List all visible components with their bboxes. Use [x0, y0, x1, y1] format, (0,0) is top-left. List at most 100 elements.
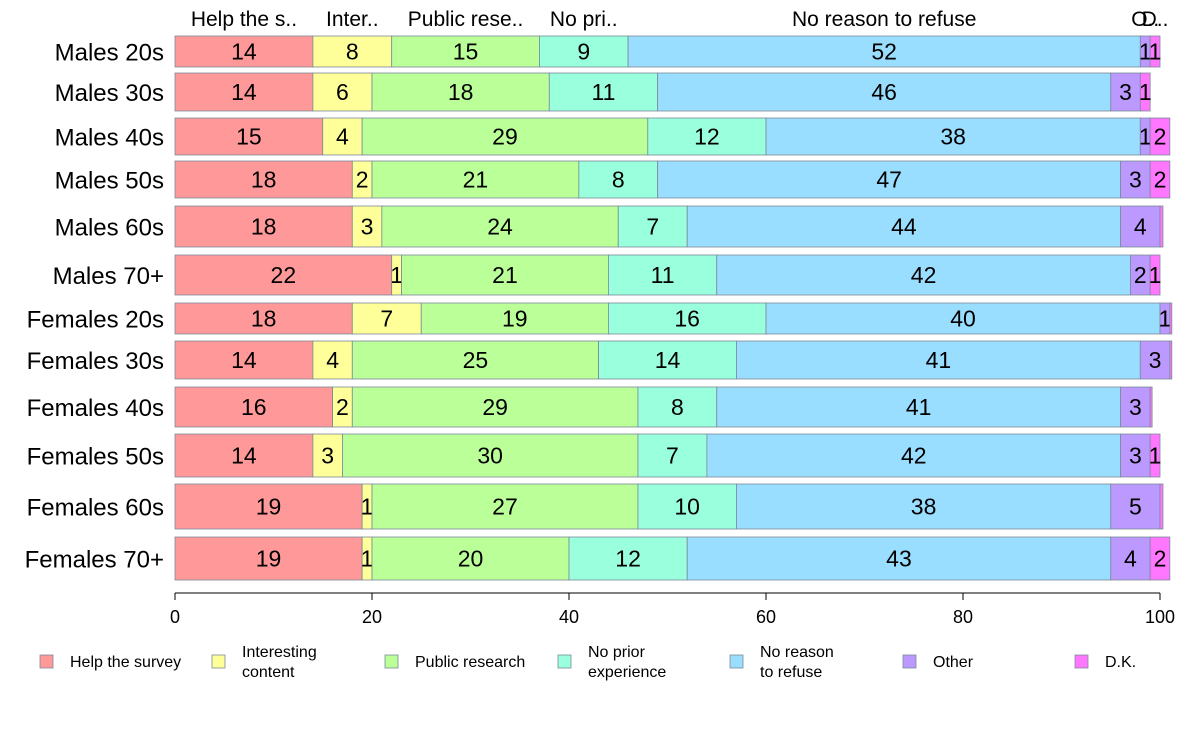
- bar-value-label: 2: [1154, 124, 1167, 150]
- legend-label-line: experience: [588, 664, 666, 681]
- bar-value-label: 7: [646, 214, 659, 240]
- bar-segment: [1110, 536, 1151, 581]
- bar-value-label: 16: [674, 306, 700, 332]
- row-label: Males 50s: [55, 168, 164, 195]
- bar-segment: [1120, 205, 1161, 248]
- legend-swatch: [557, 654, 572, 669]
- legend-label-line: Interesting: [242, 644, 317, 661]
- bar-segment: [1120, 160, 1151, 199]
- legend-label-line: content: [242, 664, 295, 681]
- bar-value-label: 4: [326, 347, 339, 373]
- row-label: Females 70+: [25, 547, 164, 574]
- bar-value-label: 38: [911, 494, 937, 520]
- bar-value-label: 46: [871, 79, 897, 105]
- bar-segment: [371, 536, 570, 581]
- bar-segment: [686, 536, 1112, 581]
- legend-label: D.K.: [1105, 654, 1136, 671]
- bar-segment: [371, 72, 550, 112]
- bar-value-label: 18: [251, 214, 277, 240]
- bar-segment: [686, 205, 1122, 248]
- bar-segment: [312, 433, 343, 478]
- bar-segment: [1149, 433, 1161, 478]
- bar-value-label: 19: [256, 494, 282, 520]
- bar-value-label: 8: [671, 394, 684, 420]
- top-category-label: No reason to refuse: [792, 8, 976, 31]
- bar-segment: [716, 254, 1131, 296]
- bar-value-label: 2: [336, 394, 349, 420]
- bar-value-label: 15: [453, 39, 479, 65]
- bar-value-label: 2: [1134, 262, 1147, 288]
- bar-segment: [1149, 160, 1171, 199]
- bar-segment: [1169, 302, 1173, 335]
- bar-segment: [322, 117, 363, 156]
- bar-value-label: 1: [1139, 39, 1152, 65]
- legend-swatch: [384, 654, 399, 669]
- bar-segment: [420, 302, 609, 335]
- bar-segment: [351, 386, 639, 428]
- bar-segment: [1139, 72, 1151, 112]
- bar-segment: [637, 386, 718, 428]
- bar-value-label: 14: [231, 39, 257, 65]
- bar-value-label: 3: [1129, 394, 1142, 420]
- bar-value-label: 1: [361, 546, 374, 572]
- bar-value-label: 4: [336, 124, 349, 150]
- bar-value-label: 1: [1159, 306, 1172, 332]
- bar-value-label: 21: [463, 167, 489, 193]
- bar-value-label: 47: [876, 167, 902, 193]
- bar-value-label: 38: [940, 124, 966, 150]
- legend-label: Interesting content: [242, 644, 317, 681]
- bar-segment: [401, 254, 609, 296]
- legend-swatch: [902, 654, 917, 669]
- bar-segment: [371, 160, 580, 199]
- row-label: Females 40s: [27, 395, 164, 422]
- bar-value-label: 3: [1149, 347, 1162, 373]
- bar-value-label: 14: [655, 347, 681, 373]
- bar-segment: [1120, 386, 1151, 428]
- bar-segment: [1149, 117, 1171, 156]
- bar-value-label: 2: [356, 167, 369, 193]
- bar-segment: [1149, 254, 1161, 296]
- bar-segment: [1169, 340, 1173, 380]
- bar-segment: [736, 340, 1141, 380]
- legend-label-line: to refuse: [760, 664, 822, 681]
- bar-segment: [627, 35, 1141, 68]
- bar-segment: [174, 72, 314, 112]
- bar-segment: [765, 302, 1161, 335]
- bar-segment: [736, 483, 1112, 530]
- row-label: Males 60s: [55, 215, 164, 242]
- bar-segment: [1159, 205, 1164, 248]
- bar-value-label: 2: [1154, 167, 1167, 193]
- bar-value-label: 25: [463, 347, 489, 373]
- row-label: Males 20s: [55, 40, 164, 67]
- bar-segment: [1110, 72, 1141, 112]
- top-category-label: Help the s..: [191, 8, 297, 31]
- bar-segment: [617, 205, 688, 248]
- bar-segment: [1159, 483, 1164, 530]
- bar-segment: [381, 205, 619, 248]
- bar-segment: [174, 433, 314, 478]
- top-category-label: No pri..: [550, 8, 618, 31]
- bar-segment: [657, 72, 1112, 112]
- bar-value-label: 3: [1129, 443, 1142, 469]
- bar-value-label: 44: [891, 214, 917, 240]
- bar-value-label: 4: [1134, 214, 1147, 240]
- legend-label: Public research: [415, 654, 525, 671]
- bar-segment: [174, 386, 334, 428]
- bar-value-label: 11: [592, 79, 616, 105]
- bar-value-label: 18: [251, 306, 277, 332]
- bar-value-label: 40: [950, 306, 976, 332]
- bar-segment: [174, 160, 353, 199]
- bar-value-label: 1: [1149, 443, 1162, 469]
- bar-value-label: 8: [612, 167, 625, 193]
- bar-segment: [637, 483, 737, 530]
- x-tick-label: 40: [559, 607, 579, 627]
- row-label: Males 40s: [55, 125, 164, 152]
- bar-value-label: 14: [231, 347, 257, 373]
- bar-value-label: 1: [1139, 124, 1152, 150]
- bar-segment: [1149, 35, 1161, 68]
- bar-value-label: 12: [615, 546, 641, 572]
- bar-value-label: 11: [651, 262, 675, 288]
- bar-segment: [174, 117, 324, 156]
